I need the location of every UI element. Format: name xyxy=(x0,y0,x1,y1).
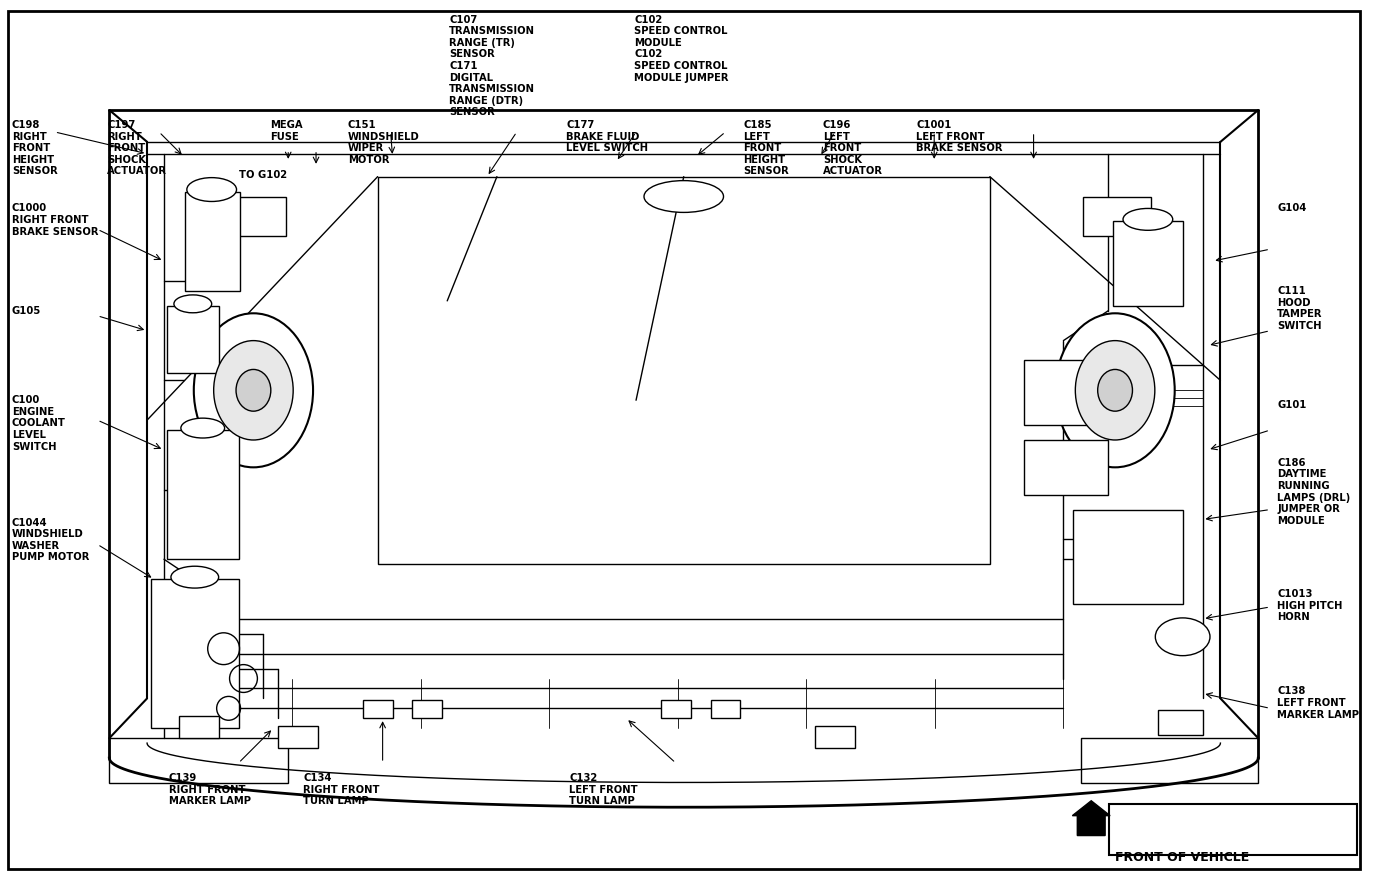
Bar xyxy=(710,700,740,718)
Ellipse shape xyxy=(1156,618,1210,656)
Bar xyxy=(166,306,219,373)
Text: TO G102: TO G102 xyxy=(238,170,286,180)
Text: C134
RIGHT FRONT
TURN LAMP: C134 RIGHT FRONT TURN LAMP xyxy=(303,773,380,806)
Ellipse shape xyxy=(237,370,271,411)
Bar xyxy=(179,716,219,738)
FancyArrow shape xyxy=(1072,801,1110,835)
Ellipse shape xyxy=(1123,209,1172,231)
Ellipse shape xyxy=(194,313,314,467)
Text: C196
LEFT
FRONT
SHOCK
ACTUATOR: C196 LEFT FRONT SHOCK ACTUATOR xyxy=(823,120,883,176)
Text: C102
SPEED CONTROL
MODULE
C102
SPEED CONTROL
MODULE JUMPER: C102 SPEED CONTROL MODULE C102 SPEED CON… xyxy=(634,15,728,83)
Text: G104: G104 xyxy=(1277,203,1306,214)
Text: C177
BRAKE FLUID
LEVEL SWITCH: C177 BRAKE FLUID LEVEL SWITCH xyxy=(567,120,648,153)
Bar xyxy=(109,738,288,783)
Bar xyxy=(278,726,318,748)
Bar xyxy=(1073,510,1182,604)
FancyBboxPatch shape xyxy=(1109,803,1357,855)
Text: C1044
WINDSHIELD
WASHER
PUMP MOTOR: C1044 WINDSHIELD WASHER PUMP MOTOR xyxy=(12,517,89,562)
Text: G105: G105 xyxy=(12,306,41,316)
Text: C1001
LEFT FRONT
BRAKE SENSOR: C1001 LEFT FRONT BRAKE SENSOR xyxy=(916,120,1003,153)
Text: C138
LEFT FRONT
MARKER LAMP: C138 LEFT FRONT MARKER LAMP xyxy=(1277,686,1359,720)
Text: C107
TRANSMISSION
RANGE (TR)
SENSOR
C171
DIGITAL
TRANSMISSION
RANGE (DTR)
SENSOR: C107 TRANSMISSION RANGE (TR) SENSOR C171… xyxy=(449,15,535,117)
Text: FRONT OF VEHICLE: FRONT OF VEHICLE xyxy=(1115,852,1249,864)
Text: G101: G101 xyxy=(1277,400,1306,410)
Ellipse shape xyxy=(213,341,293,440)
Text: C198
RIGHT
FRONT
HEIGHT
SENSOR: C198 RIGHT FRONT HEIGHT SENSOR xyxy=(12,120,58,176)
Bar xyxy=(151,579,238,729)
Text: C186
DAYTIME
RUNNING
LAMPS (DRL)
JUMPER OR
MODULE: C186 DAYTIME RUNNING LAMPS (DRL) JUMPER … xyxy=(1277,458,1350,526)
Bar xyxy=(1157,710,1203,735)
Text: MEGA
FUSE: MEGA FUSE xyxy=(270,120,303,142)
Bar xyxy=(377,177,989,564)
Bar xyxy=(1113,222,1182,306)
Text: C151
WINDSHIELD
WIPER
MOTOR: C151 WINDSHIELD WIPER MOTOR xyxy=(348,120,420,165)
Bar xyxy=(1024,440,1108,495)
Text: C100
ENGINE
COOLANT
LEVEL
SWITCH: C100 ENGINE COOLANT LEVEL SWITCH xyxy=(12,395,66,451)
Bar xyxy=(660,700,691,718)
Text: C111
HOOD
TAMPER
SWITCH: C111 HOOD TAMPER SWITCH xyxy=(1277,286,1322,331)
Bar xyxy=(166,430,238,560)
Bar xyxy=(184,192,239,291)
Text: C139
RIGHT FRONT
MARKER LAMP: C139 RIGHT FRONT MARKER LAMP xyxy=(169,773,250,806)
Ellipse shape xyxy=(1055,313,1175,467)
Ellipse shape xyxy=(187,178,237,202)
Text: C132
LEFT FRONT
TURN LAMP: C132 LEFT FRONT TURN LAMP xyxy=(570,773,638,806)
Text: C1000
RIGHT FRONT
BRAKE SENSOR: C1000 RIGHT FRONT BRAKE SENSOR xyxy=(12,203,99,237)
Ellipse shape xyxy=(1098,370,1132,411)
Ellipse shape xyxy=(644,180,724,212)
Ellipse shape xyxy=(180,418,224,438)
Text: C197
RIGHT
FRONT
SHOCK
ACTUATOR: C197 RIGHT FRONT SHOCK ACTUATOR xyxy=(107,120,168,176)
Text: C1013
HIGH PITCH
HORN: C1013 HIGH PITCH HORN xyxy=(1277,589,1343,622)
Bar xyxy=(815,726,854,748)
Bar xyxy=(413,700,442,718)
Text: C185
LEFT
FRONT
HEIGHT
SENSOR: C185 LEFT FRONT HEIGHT SENSOR xyxy=(743,120,788,176)
Bar xyxy=(363,700,392,718)
Bar xyxy=(1083,196,1150,236)
Bar xyxy=(1024,361,1108,425)
Bar xyxy=(1082,738,1258,783)
Ellipse shape xyxy=(1075,341,1154,440)
Ellipse shape xyxy=(173,295,212,312)
Bar xyxy=(219,196,286,236)
Ellipse shape xyxy=(171,566,219,588)
